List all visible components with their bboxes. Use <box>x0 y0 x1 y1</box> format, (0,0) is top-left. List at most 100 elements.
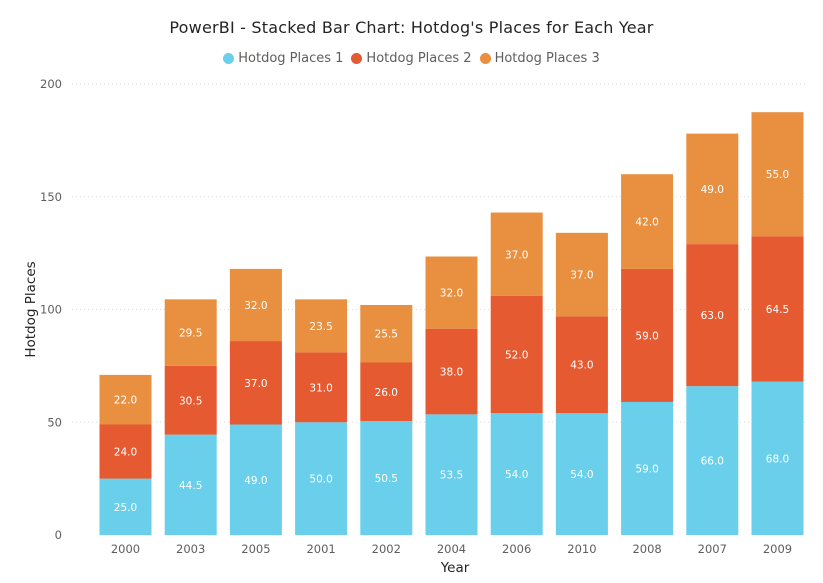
data-label-series-2: 31.0 <box>309 382 332 394</box>
bar-segment-series-3[interactable] <box>686 133 739 245</box>
data-labels: 25.0 24.0 22.0 44.5 30.5 29.5 49.0 37.0 32.0 50.0… <box>114 169 789 514</box>
bar-segment-series-1[interactable] <box>229 424 282 535</box>
bar-segment-series-1[interactable] <box>490 413 543 535</box>
data-label-series-2: 38.0 <box>440 367 463 379</box>
data-label-series-3: 32.0 <box>440 288 463 300</box>
data-label-series-1: 25.0 <box>114 502 137 514</box>
x-tick-label: 2007 <box>698 542 727 556</box>
bar-segment-series-2[interactable] <box>425 328 478 415</box>
bars <box>99 112 804 535</box>
bar-segment-series-1[interactable] <box>686 386 739 535</box>
y-axis-ticks: 0 50 100 150 200 <box>40 77 62 542</box>
data-label-series-2: 30.5 <box>179 395 202 407</box>
y-tick-label: 200 <box>40 77 62 91</box>
data-label-series-2: 59.0 <box>635 330 658 342</box>
y-axis-title: Hotdog Places <box>23 261 39 357</box>
data-label-series-1: 50.0 <box>309 474 332 486</box>
bar-segment-series-3[interactable] <box>164 299 217 366</box>
x-tick-label: 2008 <box>632 542 661 556</box>
x-tick-label: 2009 <box>763 542 792 556</box>
data-label-series-2: 43.0 <box>570 360 593 372</box>
bar-segment-series-3[interactable] <box>751 112 804 237</box>
bar-segment-series-1[interactable] <box>360 421 413 535</box>
x-tick-label: 2010 <box>567 542 596 556</box>
data-label-series-3: 25.5 <box>375 329 398 341</box>
data-label-series-1: 54.0 <box>570 469 593 481</box>
x-tick-label: 2003 <box>176 542 205 556</box>
bar-segment-series-3[interactable] <box>229 268 282 342</box>
data-label-series-3: 32.0 <box>244 300 267 312</box>
data-label-series-2: 64.5 <box>766 304 789 316</box>
bar-segment-series-3[interactable] <box>360 304 413 363</box>
x-tick-label: 2005 <box>241 542 270 556</box>
x-tick-label: 2001 <box>306 542 335 556</box>
legend-label-series-2: Hotdog Places 2 <box>366 51 472 66</box>
data-label-series-1: 68.0 <box>766 453 789 465</box>
y-tick-label: 100 <box>40 303 62 317</box>
legend-marker-series-1 <box>223 53 235 64</box>
x-tick-label: 2004 <box>437 542 466 556</box>
legend-item-series-2[interactable]: Hotdog Places 2 <box>351 51 472 66</box>
y-tick-label: 0 <box>55 528 62 542</box>
data-label-series-2: 52.0 <box>505 350 528 362</box>
bar-segment-series-3[interactable] <box>621 174 674 269</box>
data-label-series-1: 66.0 <box>701 456 724 468</box>
bar-segment-series-2[interactable] <box>621 268 674 402</box>
data-label-series-3: 37.0 <box>505 249 528 261</box>
bar-segment-series-1[interactable] <box>621 401 674 535</box>
data-label-series-1: 49.0 <box>244 475 267 487</box>
bar-segment-series-1[interactable] <box>99 478 152 535</box>
bar-segment-series-3[interactable] <box>490 212 543 296</box>
data-label-series-3: 23.5 <box>309 321 332 333</box>
bar-segment-series-2[interactable] <box>295 352 348 423</box>
data-label-series-2: 37.0 <box>244 378 267 390</box>
data-label-series-3: 55.0 <box>766 169 789 181</box>
y-tick-label: 50 <box>47 415 62 429</box>
bar-segment-series-2[interactable] <box>490 295 543 414</box>
data-label-series-3: 29.5 <box>179 328 202 340</box>
bar-segment-series-2[interactable] <box>99 424 152 479</box>
data-label-series-2: 26.0 <box>375 387 398 399</box>
data-label-series-1: 50.5 <box>375 473 398 485</box>
legend-label-series-1: Hotdog Places 1 <box>238 51 344 66</box>
data-label-series-3: 49.0 <box>701 184 724 196</box>
data-label-series-2: 63.0 <box>701 310 724 322</box>
legend-label-series-3: Hotdog Places 3 <box>494 51 600 66</box>
x-tick-label: 2006 <box>502 542 531 556</box>
x-tick-label: 2002 <box>372 542 401 556</box>
bar-segment-series-2[interactable] <box>751 236 804 382</box>
x-axis-title: Year <box>440 560 470 576</box>
legend-marker-series-3 <box>479 53 491 64</box>
data-label-series-1: 54.0 <box>505 469 528 481</box>
data-label-series-3: 42.0 <box>635 217 658 229</box>
bar-segment-series-2[interactable] <box>555 316 608 414</box>
bar-segment-series-3[interactable] <box>295 299 348 353</box>
bar-segment-series-2[interactable] <box>229 341 282 425</box>
bar-segment-series-1[interactable] <box>295 422 348 535</box>
bar-segment-series-3[interactable] <box>99 374 152 425</box>
data-label-series-2: 24.0 <box>114 447 137 459</box>
data-label-series-3: 22.0 <box>114 395 137 407</box>
bar-segment-series-2[interactable] <box>360 362 413 422</box>
bar-segment-series-1[interactable] <box>555 413 608 535</box>
bar-segment-series-1[interactable] <box>164 434 217 535</box>
data-label-series-1: 59.0 <box>635 463 658 475</box>
data-label-series-1: 44.5 <box>179 480 202 492</box>
data-label-series-3: 37.0 <box>570 270 593 282</box>
x-axis-ticks: 2000 2003 2005 2001 2002 2004 2006 2010 2008 2007… <box>111 542 792 556</box>
legend-marker-series-2 <box>351 53 363 64</box>
chart-legend: Hotdog Places 1 Hotdog Places 2 Hotdog P… <box>0 51 823 66</box>
legend-item-series-1[interactable]: Hotdog Places 1 <box>223 51 343 66</box>
bar-segment-series-3[interactable] <box>555 232 608 317</box>
bar-segment-series-2[interactable] <box>686 244 739 387</box>
y-tick-label: 150 <box>40 190 62 204</box>
legend-item-series-3[interactable]: Hotdog Places 3 <box>479 51 600 66</box>
bar-segment-series-1[interactable] <box>425 414 478 535</box>
x-tick-label: 2000 <box>111 542 140 556</box>
bar-segment-series-2[interactable] <box>164 365 217 435</box>
chart-title: PowerBI - Stacked Bar Chart: Hotdog's Pl… <box>169 18 654 37</box>
bar-segment-series-1[interactable] <box>751 381 804 535</box>
bar-segment-series-3[interactable] <box>425 256 478 329</box>
